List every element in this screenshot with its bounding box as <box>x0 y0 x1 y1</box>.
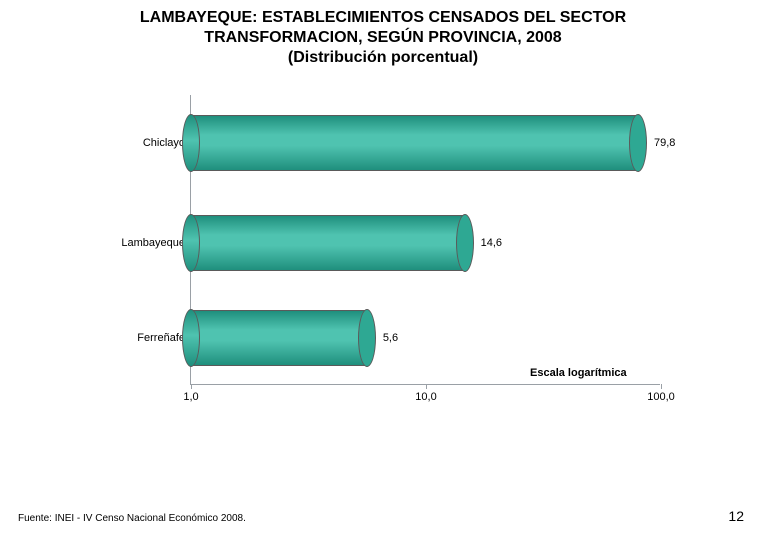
bar-cap-left <box>182 114 200 172</box>
bar-cap-right <box>456 214 474 272</box>
page-number: 12 <box>728 508 744 524</box>
x-tick <box>191 384 192 389</box>
x-tick-label: 100,0 <box>647 391 675 403</box>
x-tick-label: 1,0 <box>183 391 198 403</box>
x-tick <box>661 384 662 389</box>
source-text: Fuente: INEI - IV Censo Nacional Económi… <box>18 513 246 524</box>
bar-cap-right <box>629 114 647 172</box>
bar <box>191 115 638 171</box>
bar-value-label: 5,6 <box>383 332 398 344</box>
scale-note: Escala logarítmica <box>530 367 627 379</box>
bar-value-label: 79,8 <box>654 137 675 149</box>
x-tick <box>426 384 427 389</box>
category-label: Chiclayo <box>143 137 185 149</box>
bar <box>191 310 367 366</box>
title-line-2: TRANSFORMACION, SEGÚN PROVINCIA, 2008 <box>60 28 706 48</box>
bar-cap-right <box>358 309 376 367</box>
category-label: Lambayeque <box>121 237 185 249</box>
title-line-3: (Distribución porcentual) <box>60 48 706 68</box>
bar-cap-left <box>182 309 200 367</box>
bar-body <box>191 215 465 271</box>
chart-title: LAMBAYEQUE: ESTABLECIMIENTOS CENSADOS DE… <box>0 0 766 68</box>
bar <box>191 215 465 271</box>
chart: Chiclayo79,8Lambayeque14,6Ferreñafe5,61,… <box>140 95 680 425</box>
bar-body <box>191 115 638 171</box>
bar-cap-left <box>182 214 200 272</box>
title-line-1: LAMBAYEQUE: ESTABLECIMIENTOS CENSADOS DE… <box>60 8 706 28</box>
bar-value-label: 14,6 <box>481 237 502 249</box>
plot-area: Chiclayo79,8Lambayeque14,6Ferreñafe5,61,… <box>190 95 660 385</box>
bar-body <box>191 310 367 366</box>
x-tick-label: 10,0 <box>415 391 436 403</box>
category-label: Ferreñafe <box>137 332 185 344</box>
